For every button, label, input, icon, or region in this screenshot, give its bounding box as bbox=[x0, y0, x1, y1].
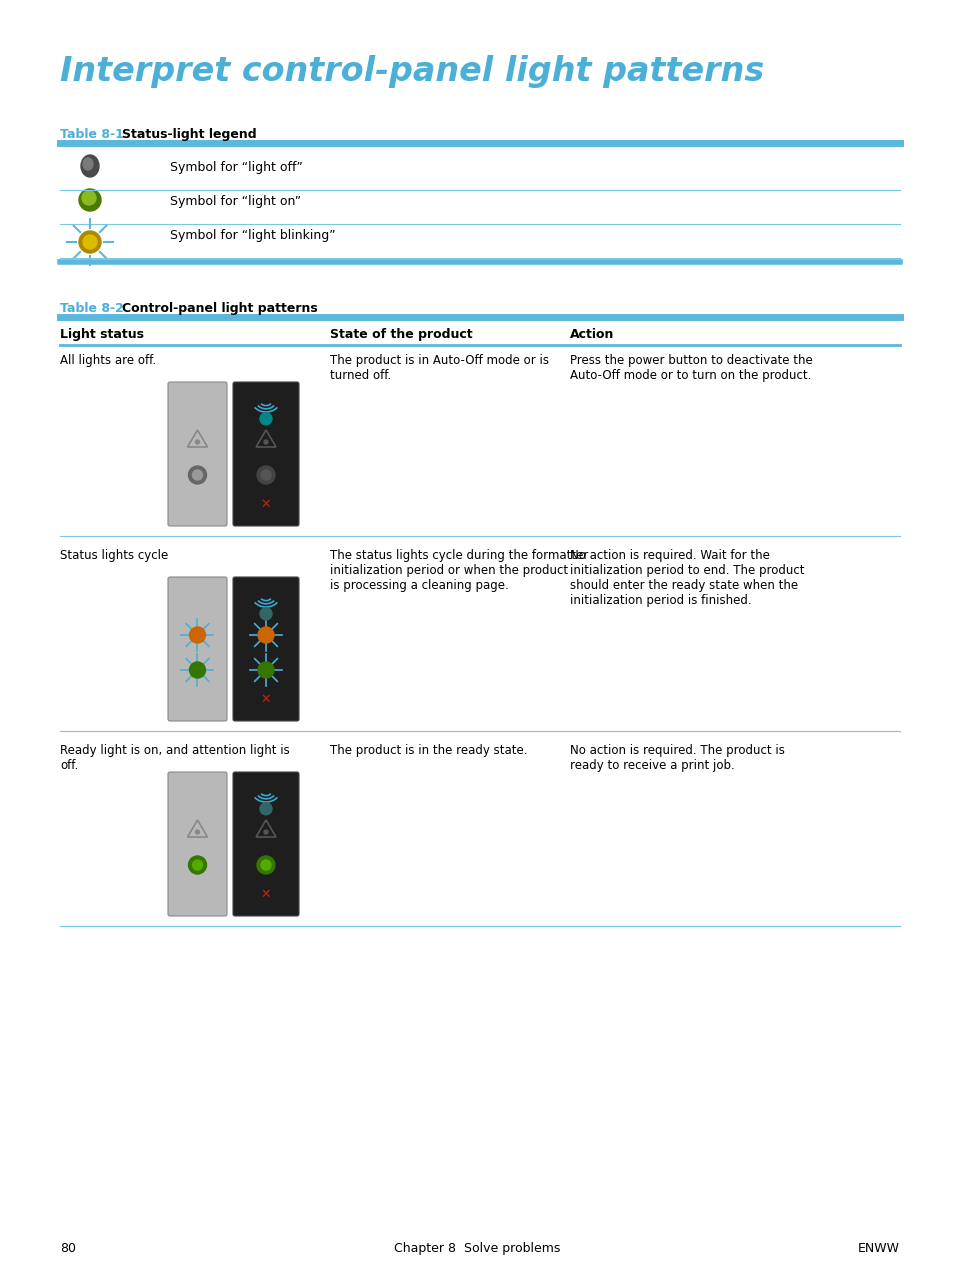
Text: 80: 80 bbox=[60, 1242, 76, 1255]
Circle shape bbox=[83, 235, 97, 249]
Circle shape bbox=[82, 190, 96, 204]
Circle shape bbox=[193, 860, 202, 870]
Circle shape bbox=[195, 439, 199, 444]
Circle shape bbox=[256, 856, 274, 874]
FancyBboxPatch shape bbox=[168, 577, 227, 721]
Text: ENWW: ENWW bbox=[857, 1242, 899, 1255]
FancyBboxPatch shape bbox=[168, 772, 227, 916]
Text: Status lights cycle: Status lights cycle bbox=[60, 549, 168, 563]
Circle shape bbox=[193, 470, 202, 480]
Text: State of the product: State of the product bbox=[330, 328, 472, 342]
Circle shape bbox=[261, 470, 271, 480]
Circle shape bbox=[189, 856, 206, 874]
Circle shape bbox=[260, 608, 272, 620]
Text: Chapter 8  Solve problems: Chapter 8 Solve problems bbox=[394, 1242, 559, 1255]
Text: The product is in Auto-Off mode or is
turned off.: The product is in Auto-Off mode or is tu… bbox=[330, 354, 548, 382]
Text: ✕: ✕ bbox=[260, 693, 271, 706]
Text: Action: Action bbox=[569, 328, 614, 342]
Text: Table 8-2: Table 8-2 bbox=[60, 302, 124, 315]
Circle shape bbox=[79, 231, 101, 253]
Text: Symbol for “light off”: Symbol for “light off” bbox=[170, 161, 302, 174]
Text: Status-light legend: Status-light legend bbox=[122, 128, 256, 141]
Ellipse shape bbox=[83, 157, 92, 170]
Text: Press the power button to deactivate the
Auto-Off mode or to turn on the product: Press the power button to deactivate the… bbox=[569, 354, 812, 382]
FancyBboxPatch shape bbox=[233, 772, 298, 916]
FancyBboxPatch shape bbox=[168, 382, 227, 526]
Circle shape bbox=[195, 831, 199, 834]
Text: Ready light is on, and attention light is
off.: Ready light is on, and attention light i… bbox=[60, 744, 290, 772]
Text: All lights are off.: All lights are off. bbox=[60, 354, 156, 367]
Text: Light status: Light status bbox=[60, 328, 144, 342]
Text: Interpret control-panel light patterns: Interpret control-panel light patterns bbox=[60, 55, 763, 88]
Circle shape bbox=[257, 662, 274, 678]
Circle shape bbox=[264, 831, 268, 834]
Text: Table 8-1: Table 8-1 bbox=[60, 128, 124, 141]
Text: No action is required. Wait for the
initialization period to end. The product
sh: No action is required. Wait for the init… bbox=[569, 549, 803, 607]
Circle shape bbox=[260, 413, 272, 424]
Circle shape bbox=[260, 803, 272, 815]
Circle shape bbox=[189, 466, 206, 484]
Circle shape bbox=[264, 439, 268, 444]
Text: Symbol for “light on”: Symbol for “light on” bbox=[170, 196, 301, 208]
Circle shape bbox=[190, 627, 205, 643]
Circle shape bbox=[261, 860, 271, 870]
Circle shape bbox=[256, 466, 274, 484]
Text: No action is required. The product is
ready to receive a print job.: No action is required. The product is re… bbox=[569, 744, 784, 772]
FancyBboxPatch shape bbox=[233, 382, 298, 526]
Circle shape bbox=[190, 662, 205, 678]
Text: Symbol for “light blinking”: Symbol for “light blinking” bbox=[170, 229, 335, 243]
Text: Control-panel light patterns: Control-panel light patterns bbox=[122, 302, 317, 315]
Text: The status lights cycle during the formatter
initialization period or when the p: The status lights cycle during the forma… bbox=[330, 549, 588, 592]
Circle shape bbox=[79, 189, 101, 211]
Text: The product is in the ready state.: The product is in the ready state. bbox=[330, 744, 527, 757]
Text: ✕: ✕ bbox=[260, 888, 271, 900]
Text: ✕: ✕ bbox=[260, 498, 271, 511]
Circle shape bbox=[257, 627, 274, 643]
Ellipse shape bbox=[81, 155, 99, 177]
FancyBboxPatch shape bbox=[233, 577, 298, 721]
